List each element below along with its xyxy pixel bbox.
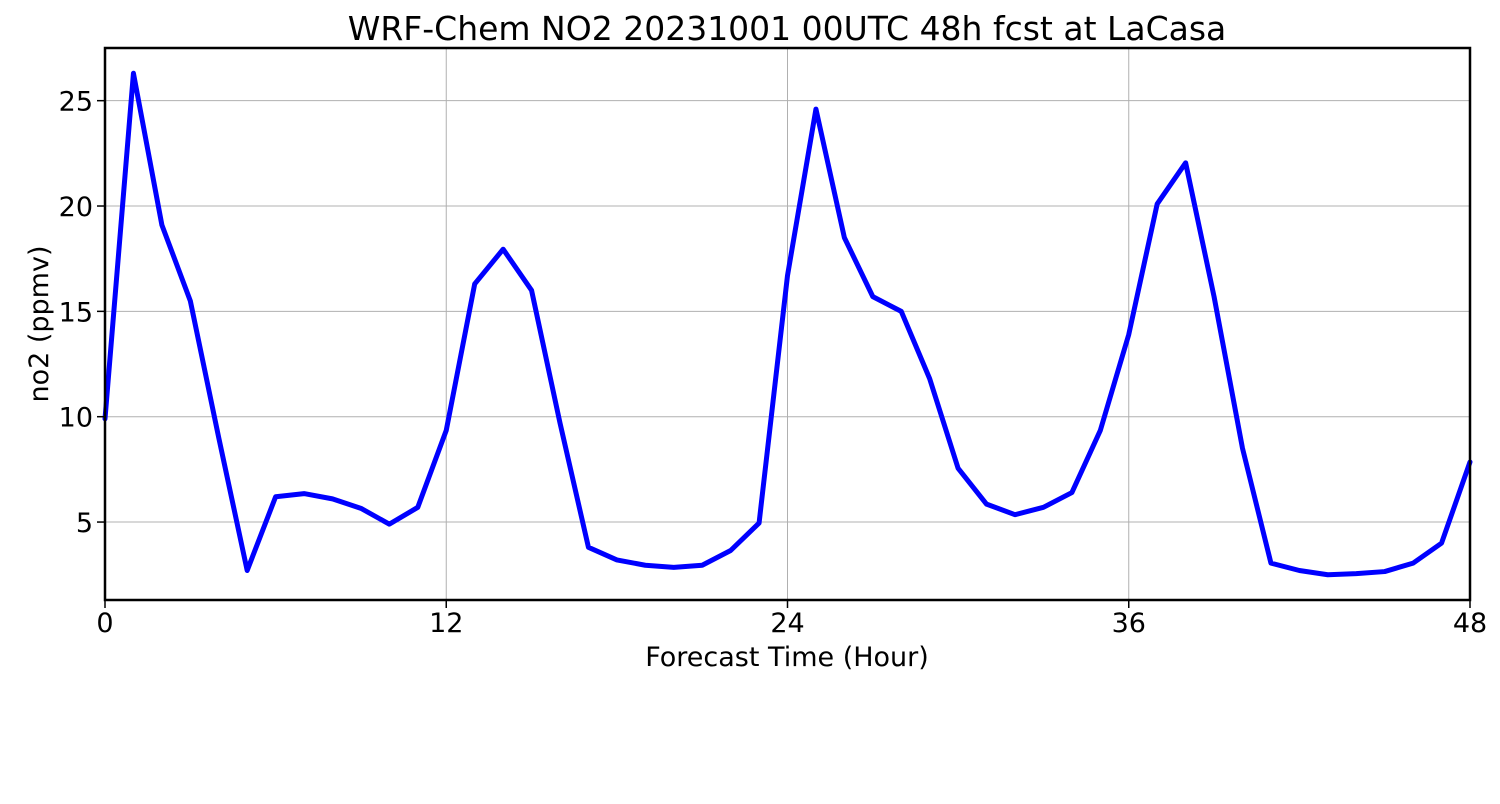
y-tick-label: 20 (59, 192, 93, 223)
x-axis-ticks: 0 12 24 36 48 (96, 600, 1487, 639)
series-layer (102, 70, 1473, 578)
y-tick-label: 5 (76, 508, 93, 539)
y-axis-label: no2 (ppmv) (24, 245, 55, 402)
y-tick-label: 25 (59, 87, 93, 118)
x-tick-label: 0 (96, 608, 113, 639)
x-tick-label: 24 (770, 608, 804, 639)
x-tick-label: 48 (1453, 608, 1487, 639)
y-tick-label: 15 (59, 297, 93, 328)
x-tick-label: 36 (1112, 608, 1146, 639)
y-tick-label: 10 (59, 403, 93, 434)
grid-lines (104, 48, 1471, 600)
chart-title: WRF-Chem NO2 20231001 00UTC 48h fcst at … (348, 9, 1227, 48)
x-tick-label: 12 (429, 608, 463, 639)
x-axis-label: Forecast Time (Hour) (645, 642, 929, 673)
no2-series-line (102, 70, 1473, 578)
y-axis-ticks: 5 10 15 20 25 (59, 87, 105, 539)
